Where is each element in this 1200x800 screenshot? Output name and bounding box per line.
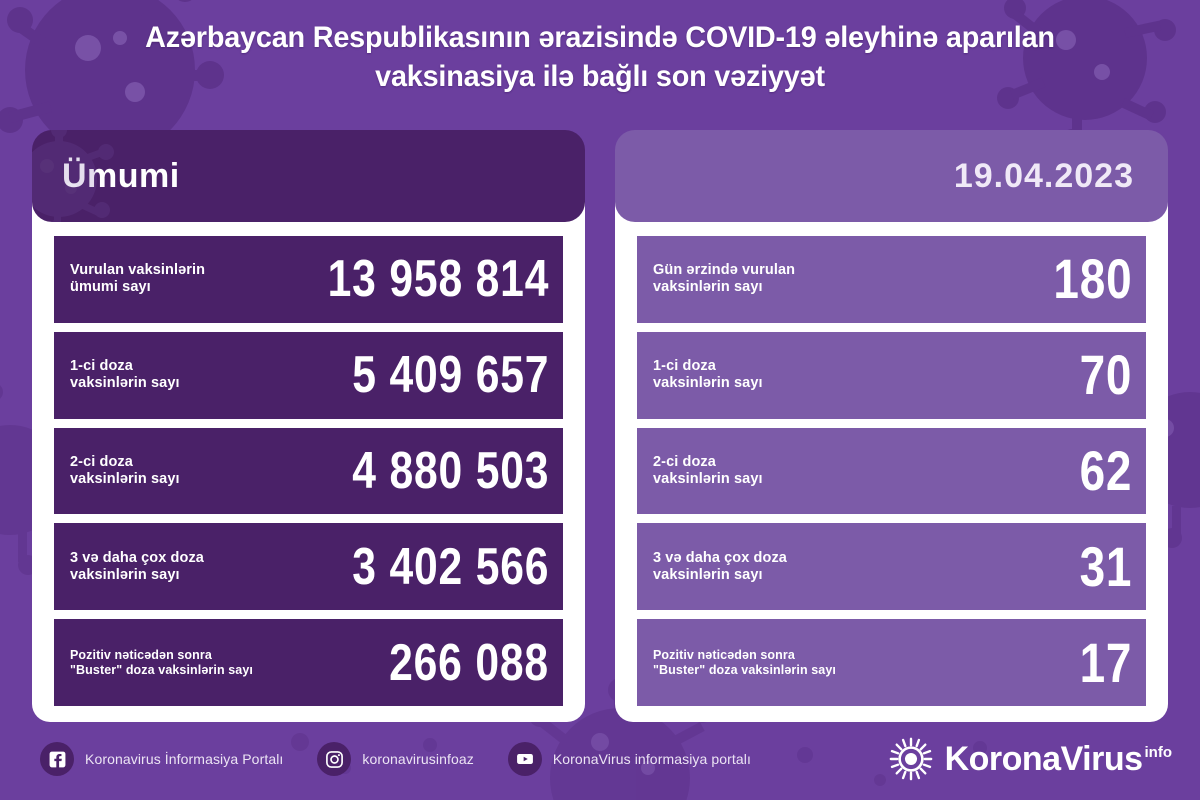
brand-logo[interactable]: KoronaVirus info: [889, 737, 1172, 781]
column-total: Ümumi Vurulan vaksinlərin ümumi sayı 13 …: [32, 130, 585, 722]
row-label: Gün ərzində vurulan vaksinlərin sayı: [653, 262, 796, 296]
title-line-1: Azərbaycan Respublikasının ərazisində CO…: [145, 21, 1055, 54]
row-value: 31: [1079, 534, 1132, 598]
column-total-title: Ümumi: [62, 156, 180, 195]
table-row: Vurulan vaksinlərin ümumi sayı 13 958 81…: [54, 236, 563, 323]
row-value: 17: [1079, 630, 1132, 694]
row-label: 3 və daha çox doza vaksinlərin sayı: [653, 549, 787, 583]
row-label: 1-ci doza vaksinlərin sayı: [653, 358, 763, 392]
row-value: 70: [1079, 343, 1132, 407]
social-label-facebook: Koronavirus İnformasiya Portalı: [85, 751, 284, 767]
row-value: 62: [1079, 438, 1132, 502]
table-row: 1-ci doza vaksinlərin sayı 70: [637, 331, 1146, 419]
social-link-youtube[interactable]: KoronaVirus informasiya portalı: [507, 742, 752, 776]
row-label: 1-ci doza vaksinlərin sayı: [70, 358, 180, 392]
row-label: 2-ci doza vaksinlərin sayı: [653, 453, 763, 487]
table-row: 2-ci doza vaksinlərin sayı 4 880 503: [54, 427, 563, 515]
virus-sun-icon: [889, 737, 932, 781]
row-value: 13 958 814: [327, 250, 549, 309]
table-row: 3 və daha çox doza vaksinlərin sayı 3 40…: [54, 523, 563, 611]
column-total-rows: Vurulan vaksinlərin ümumi sayı 13 958 81…: [32, 236, 585, 706]
table-row: 3 və daha çox doza vaksinlərin sayı 31: [637, 523, 1146, 611]
social-label-instagram: koronavirusinfoaz: [362, 751, 474, 767]
row-value: 3 402 566: [351, 537, 549, 596]
table-row: 2-ci doza vaksinlərin sayı 62: [637, 427, 1146, 515]
row-label: Pozitiv nəticədən sonra "Buster" doza va…: [653, 647, 836, 677]
row-value: 5 409 657: [351, 346, 549, 405]
logo-suffix: info: [1144, 744, 1173, 762]
social-label-youtube: KoronaVirus informasiya portalı: [552, 751, 752, 767]
row-label: Pozitiv nəticədən sonra "Buster" doza va…: [70, 647, 253, 677]
social-link-facebook[interactable]: Koronavirus İnformasiya Portalı: [40, 742, 283, 776]
footer: Koronavirus İnformasiya Portalı koronavi…: [40, 728, 1172, 790]
page-title: Azərbaycan Respublikasının ərazisində CO…: [0, 18, 1200, 96]
row-label: 3 və daha çox doza vaksinlərin sayı: [70, 549, 204, 583]
table-row: 1-ci doza vaksinlərin sayı 5 409 657: [54, 331, 563, 419]
column-daily-header: 19.04.2023: [615, 130, 1168, 222]
title-line-2: vaksinasiya ilə bağlı son vəziyyət: [375, 60, 825, 93]
table-row: Pozitiv nəticədən sonra "Buster" doza va…: [637, 619, 1146, 706]
instagram-icon: [317, 742, 352, 776]
facebook-icon: [40, 742, 74, 776]
logo-name: KoronaVirus: [944, 739, 1143, 778]
table-row: Pozitiv nəticədən sonra "Buster" doza va…: [54, 619, 563, 706]
social-link-instagram[interactable]: koronavirusinfoaz: [317, 742, 474, 776]
column-daily-rows: Gün ərzində vurulan vaksinlərin sayı 180…: [615, 236, 1168, 706]
table-row: Gün ərzində vurulan vaksinlərin sayı 180: [637, 236, 1146, 323]
row-value: 266 088: [389, 633, 549, 692]
row-value: 180: [1052, 247, 1132, 311]
virus-icon: [32, 130, 114, 222]
date-label: 19.04.2023: [953, 156, 1134, 195]
row-label: 2-ci doza vaksinlərin sayı: [70, 453, 180, 487]
row-value: 4 880 503: [351, 441, 549, 500]
youtube-icon: [507, 742, 542, 776]
row-label: Vurulan vaksinlərin ümumi sayı: [70, 262, 206, 296]
column-total-header: Ümumi: [32, 130, 585, 222]
stats-board: Ümumi Vurulan vaksinlərin ümumi sayı 13 …: [32, 130, 1168, 722]
column-daily: 19.04.2023 Gün ərzində vurulan vaksinlər…: [615, 130, 1168, 722]
